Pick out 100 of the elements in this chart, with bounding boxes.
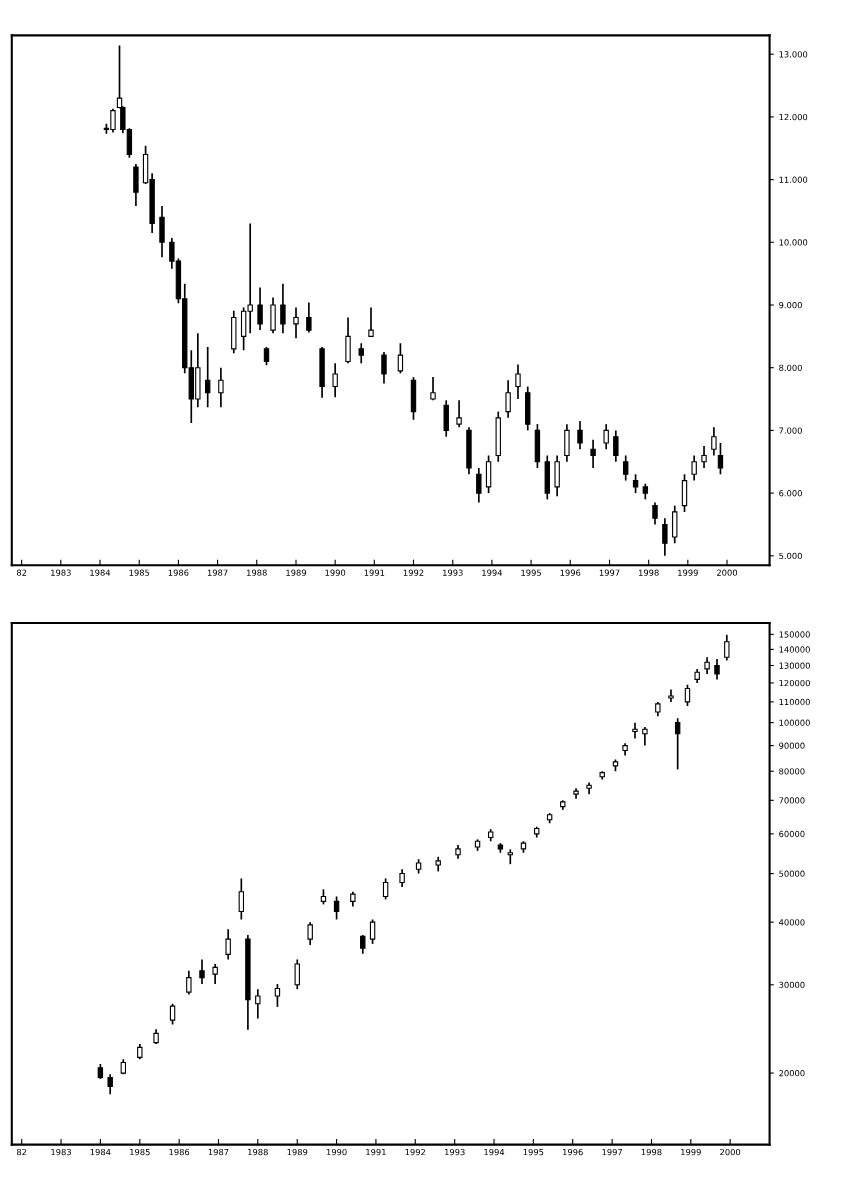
x-tick-label: 1992 bbox=[405, 1148, 426, 1156]
x-tick-label: 1989 bbox=[286, 569, 307, 576]
candlestick bbox=[360, 934, 366, 955]
y-tick-label: 11.000 bbox=[779, 176, 808, 183]
candlestick bbox=[505, 379, 511, 419]
x-tick-label: 1986 bbox=[168, 569, 189, 576]
candlestick bbox=[186, 969, 192, 996]
candlestick bbox=[257, 286, 263, 331]
x-tick-label: 1985 bbox=[129, 569, 150, 576]
y-tick-label: 130000 bbox=[779, 662, 810, 669]
x-tick-label: 82 bbox=[16, 569, 27, 576]
x-tick-label: 1998 bbox=[638, 569, 659, 576]
candlestick bbox=[691, 454, 697, 482]
candlestick bbox=[382, 877, 389, 901]
y-tick-label: 70000 bbox=[779, 797, 805, 804]
candlestick bbox=[714, 658, 720, 681]
candlestick bbox=[307, 921, 313, 946]
candlestick bbox=[397, 342, 404, 375]
x-tick-label: 1999 bbox=[678, 569, 698, 576]
x-tick-label: 1991 bbox=[364, 569, 385, 576]
candlestick bbox=[456, 399, 462, 429]
candlestick bbox=[274, 983, 281, 1008]
candlestick bbox=[652, 501, 658, 526]
x-tick-label: 2000 bbox=[717, 569, 738, 576]
candlestick bbox=[642, 726, 648, 747]
y-tick-label: 40000 bbox=[779, 919, 805, 926]
x-tick-label: 1994 bbox=[484, 1148, 505, 1156]
y-tick-label: 140000 bbox=[779, 646, 810, 653]
candlestick bbox=[306, 301, 312, 334]
x-tick-label: 1996 bbox=[560, 569, 581, 576]
x-tick-label: 1990 bbox=[325, 569, 346, 576]
y-tick-label: 100000 bbox=[779, 719, 810, 726]
y-tick-label: 10.000 bbox=[779, 239, 808, 246]
candlestick bbox=[169, 1002, 176, 1026]
candlestick bbox=[238, 877, 245, 921]
candlestick bbox=[684, 683, 691, 707]
x-tick-label: 1983 bbox=[51, 569, 71, 576]
candlestick bbox=[603, 423, 609, 451]
candlestick bbox=[293, 306, 299, 340]
candlestick bbox=[255, 988, 261, 1020]
candlestick bbox=[701, 445, 707, 469]
candlestick bbox=[515, 363, 521, 400]
y-tick-label: 20000 bbox=[779, 1070, 805, 1077]
y-tick-label: 6.000 bbox=[779, 490, 802, 497]
x-tick-label: 2000 bbox=[720, 1148, 741, 1156]
x-tick-label: 1988 bbox=[248, 1148, 268, 1156]
x-tick-label: 1993 bbox=[443, 569, 463, 576]
y-tick-label: 80000 bbox=[779, 768, 805, 775]
x-tick-label: 1997 bbox=[602, 1148, 623, 1156]
x-tick-label: 1995 bbox=[521, 569, 541, 576]
x-tick-label: 1989 bbox=[287, 1148, 308, 1156]
candlestick bbox=[294, 958, 300, 991]
candlestick bbox=[613, 429, 619, 463]
x-tick-label: 1985 bbox=[130, 1148, 150, 1156]
x-tick-label: 1993 bbox=[445, 1148, 465, 1156]
x-tick-label: 1984 bbox=[90, 1148, 111, 1156]
x-tick-label: 1983 bbox=[51, 1148, 71, 1156]
candlestick bbox=[368, 306, 374, 338]
y-tick-label: 50000 bbox=[779, 870, 805, 877]
y-tick-label: 110000 bbox=[779, 698, 810, 706]
y-tick-label: 12.000 bbox=[779, 113, 808, 121]
x-tick-label: 1986 bbox=[169, 1148, 190, 1156]
x-tick-label: 1987 bbox=[208, 1148, 229, 1156]
candlestick bbox=[711, 426, 717, 457]
candlestick bbox=[632, 721, 638, 740]
candlestick bbox=[332, 362, 338, 399]
x-tick-label: 1997 bbox=[599, 569, 620, 576]
candlestick bbox=[717, 442, 724, 476]
candlestick bbox=[212, 963, 218, 985]
y-tick-label: 9.000 bbox=[779, 301, 802, 309]
x-tick-label: 1992 bbox=[403, 569, 424, 576]
x-tick-label: 1994 bbox=[482, 569, 503, 576]
x-tick-label: 1996 bbox=[563, 1148, 583, 1156]
y-tick-label: 30000 bbox=[779, 981, 805, 989]
candlestick bbox=[674, 717, 681, 771]
x-tick-label: 1995 bbox=[523, 1148, 544, 1156]
x-tick-label: 82 bbox=[16, 1148, 27, 1156]
candlestick bbox=[333, 895, 340, 921]
candlestick bbox=[225, 928, 231, 961]
x-tick-label: 1991 bbox=[366, 1148, 386, 1156]
x-tick-label: 1999 bbox=[681, 1148, 701, 1156]
y-tick-label: 7.000 bbox=[779, 427, 802, 434]
candlestick bbox=[280, 282, 286, 335]
y-tick-label: 8.000 bbox=[779, 364, 802, 371]
candlestick bbox=[381, 351, 387, 385]
candlestick bbox=[507, 848, 514, 866]
candlestick bbox=[577, 420, 583, 451]
candlestick bbox=[590, 438, 596, 469]
x-tick-label: 1984 bbox=[90, 569, 111, 576]
candlestick bbox=[623, 454, 629, 482]
candlestick bbox=[107, 1073, 113, 1096]
candlestick bbox=[724, 633, 730, 662]
y-tick-label: 5.000 bbox=[779, 552, 802, 560]
x-tick-label: 1988 bbox=[247, 569, 267, 576]
candlestick bbox=[263, 346, 270, 367]
candlestick bbox=[632, 473, 639, 494]
candlestick bbox=[662, 517, 668, 557]
y-tick-label: 150000 bbox=[779, 631, 810, 638]
candlestick bbox=[199, 958, 205, 985]
candlestick bbox=[476, 467, 482, 504]
